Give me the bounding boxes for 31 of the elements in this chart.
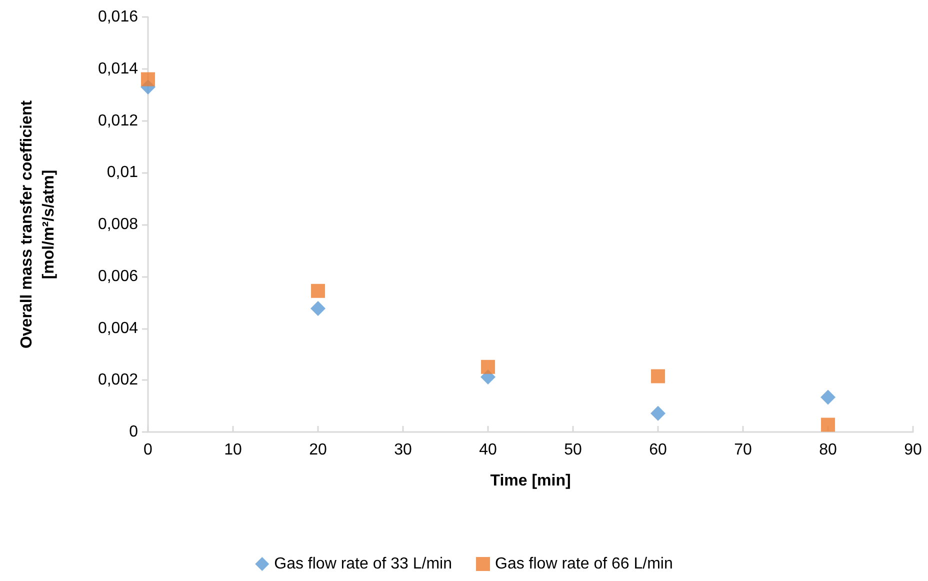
y-tick-label: 0,008 (98, 216, 138, 233)
x-tick-label: 90 (904, 442, 922, 458)
y-tick-label: 0,01 (106, 164, 138, 182)
point (820, 390, 836, 405)
x-tick-label: 30 (394, 442, 412, 458)
y-tick-label: 0 (129, 424, 138, 440)
x-tick-label: 40 (479, 442, 497, 458)
x-tick-label: 20 (309, 442, 327, 458)
x-tick-label: 50 (564, 442, 582, 458)
y-tick-label: 0,016 (98, 8, 138, 26)
y-tick-label: 0,012 (98, 112, 138, 130)
y-tick-label: 0,014 (98, 60, 138, 78)
point (481, 360, 495, 374)
point (141, 72, 155, 86)
point (821, 418, 835, 432)
point (651, 369, 665, 384)
y-tick-label: 0,004 (98, 320, 138, 337)
y-axis-title: Overall mass transfer coefficient [mol/m²/s/atm] (18, 100, 58, 349)
x-tick-label: 60 (649, 442, 667, 458)
y-tick-label: 0,006 (98, 268, 138, 285)
x-tick-label: 10 (224, 442, 242, 458)
x-axis-title: Time [min] (490, 472, 571, 490)
y-tick-label: 0,002 (98, 372, 138, 389)
point (310, 301, 326, 316)
x-tick-label: 0 (144, 442, 153, 458)
point (650, 406, 666, 421)
x-tick-label: 70 (734, 442, 752, 458)
legend-label: Gas flow rate of 33 L/min (274, 556, 452, 572)
legend-label: Gas flow rate of 66 L/min (495, 556, 673, 572)
x-tick-label: 80 (819, 442, 837, 458)
point (311, 284, 325, 298)
